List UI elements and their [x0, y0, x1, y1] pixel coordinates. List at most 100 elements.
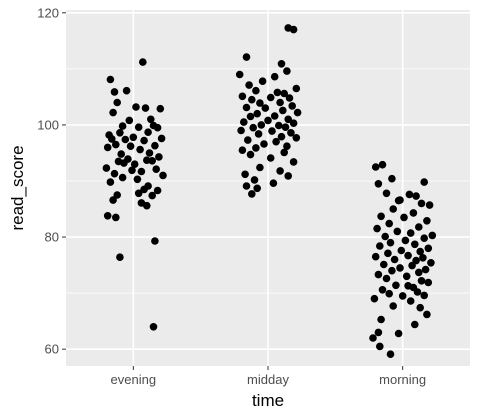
data-point	[276, 167, 284, 175]
data-point	[261, 104, 270, 112]
data-point	[129, 133, 138, 142]
data-point	[122, 86, 131, 95]
data-point	[388, 266, 396, 275]
data-point	[281, 123, 290, 131]
data-point	[277, 132, 286, 141]
data-point	[254, 130, 263, 138]
data-point	[289, 119, 298, 127]
data-point	[156, 104, 165, 113]
x-tick-label: morning	[379, 372, 426, 387]
data-point	[382, 189, 391, 198]
data-point	[253, 184, 261, 193]
data-point	[113, 98, 121, 107]
data-point	[118, 122, 127, 130]
data-point	[148, 191, 156, 200]
data-point	[374, 180, 383, 188]
data-point	[140, 185, 148, 194]
data-point	[380, 260, 388, 269]
data-point	[152, 165, 160, 173]
data-point	[130, 160, 139, 168]
data-point	[153, 123, 162, 132]
data-point	[374, 270, 383, 279]
data-point	[413, 288, 422, 296]
data-point	[240, 118, 248, 126]
data-point	[416, 303, 425, 312]
data-point	[389, 302, 398, 310]
data-point	[389, 205, 398, 213]
data-point	[134, 123, 143, 131]
data-point	[420, 178, 429, 186]
data-point	[285, 94, 294, 102]
data-point	[400, 213, 408, 222]
data-point	[284, 172, 293, 180]
data-point	[112, 213, 120, 222]
y-tick-label: 80	[45, 230, 59, 245]
data-point	[288, 102, 297, 110]
data-point	[396, 196, 404, 204]
data-point	[415, 268, 423, 277]
data-point	[280, 89, 289, 98]
data-point	[253, 109, 261, 118]
data-point	[381, 232, 390, 241]
data-point	[155, 153, 163, 161]
data-point	[110, 88, 119, 96]
data-point	[242, 103, 251, 112]
x-axis-ticks: evening midday morning	[111, 366, 426, 387]
data-point	[398, 292, 407, 300]
data-point	[242, 53, 251, 61]
data-point	[427, 259, 435, 267]
data-point	[241, 170, 249, 179]
y-axis-title: read_score	[8, 145, 27, 230]
data-point	[268, 127, 276, 135]
data-point	[137, 167, 146, 176]
data-point	[416, 247, 425, 256]
data-point	[408, 261, 416, 270]
data-point	[113, 191, 121, 199]
data-point	[370, 294, 379, 303]
data-point	[417, 199, 426, 208]
data-point	[377, 212, 385, 221]
data-point	[374, 328, 383, 337]
data-point	[420, 234, 429, 242]
data-point	[242, 182, 251, 190]
data-point	[415, 223, 423, 231]
data-point	[248, 95, 256, 104]
data-point	[116, 253, 124, 261]
data-point	[390, 255, 399, 264]
data-point	[153, 186, 162, 195]
data-point	[147, 115, 155, 124]
y-tick-label: 120	[37, 5, 59, 20]
data-point	[133, 175, 142, 184]
data-point	[402, 272, 411, 281]
data-point	[141, 104, 150, 112]
data-point	[411, 240, 419, 249]
data-point	[120, 159, 128, 167]
data-point	[424, 278, 433, 287]
data-point	[106, 178, 115, 186]
data-point	[417, 277, 426, 285]
data-point	[151, 237, 159, 245]
data-point	[287, 129, 295, 137]
data-point	[272, 137, 280, 146]
data-point	[386, 350, 395, 359]
data-point	[249, 123, 257, 132]
data-point	[385, 219, 394, 228]
data-point	[419, 253, 427, 262]
y-tick-label: 100	[37, 117, 59, 132]
data-point	[266, 93, 275, 102]
data-point	[289, 158, 298, 166]
data-point	[270, 72, 279, 81]
data-point	[125, 116, 134, 125]
data-point	[117, 150, 125, 158]
data-point	[112, 140, 120, 149]
data-point	[252, 144, 260, 152]
data-point	[132, 103, 140, 111]
data-point	[405, 190, 414, 199]
data-point	[421, 265, 430, 274]
data-point	[425, 201, 434, 209]
data-point	[404, 282, 412, 290]
data-point	[134, 189, 143, 198]
data-points	[102, 24, 437, 359]
data-point	[377, 315, 385, 324]
data-point	[110, 169, 119, 178]
